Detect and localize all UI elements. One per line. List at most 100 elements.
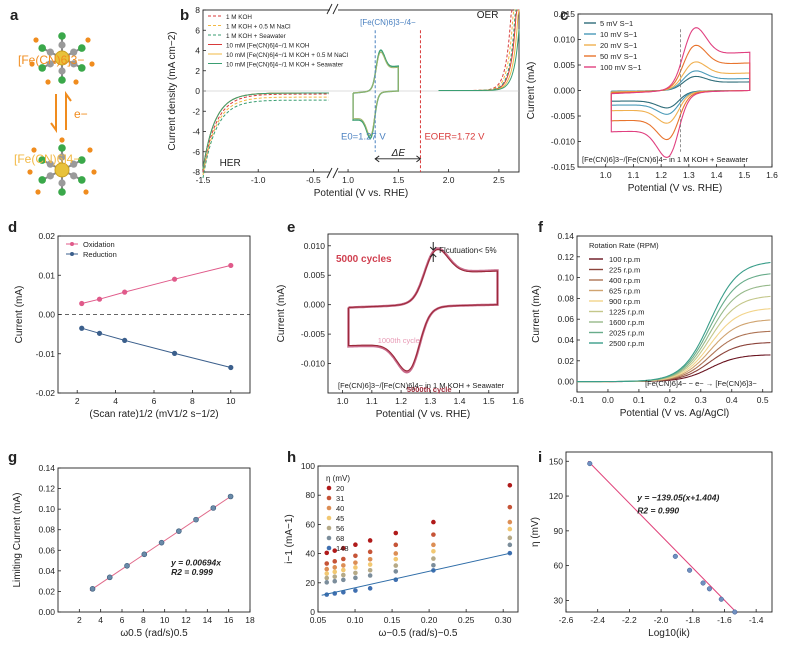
cycles-label: 5000 cycles <box>336 254 392 265</box>
legend-entry: 148 <box>336 544 349 553</box>
panel-e-ytick-label: 0.000 <box>304 300 326 310</box>
fe3-label: [Fe(CN)6]3− <box>18 53 84 67</box>
panel-g-ytick-label: 0.08 <box>38 525 55 535</box>
data-point <box>332 559 338 564</box>
panel-b-xtick-label: 2.0 <box>443 175 455 185</box>
panel-d-xlabel: (Scan rate)1/2 (mV1/2 s−1/2) <box>89 409 218 420</box>
panel-i-xtick-label: -2.2 <box>622 615 637 625</box>
data-point <box>367 549 373 555</box>
data-point <box>393 551 399 556</box>
panel-i-frame <box>565 451 773 613</box>
panel-h-ytick-label: 60 <box>306 519 316 529</box>
panel-g-xlabel: ω0.5 (rad/s)0.5 <box>120 628 188 639</box>
nitrogen-atom <box>78 176 86 184</box>
panel-e-xlabel: Potential (V vs. RHE) <box>376 409 470 420</box>
panel-b-xtick-label: -1.0 <box>251 175 266 185</box>
rde-curve <box>577 295 771 383</box>
data-point <box>324 566 330 572</box>
panel-d-ylabel: Current (mA) <box>14 286 25 344</box>
data-point <box>700 580 706 586</box>
data-point <box>141 551 148 558</box>
data-point <box>96 296 103 302</box>
panel-g-ylabel: Limiting Current (mA) <box>12 492 23 587</box>
data-point <box>353 565 358 570</box>
carbon-atom <box>46 60 54 68</box>
carbon-atom <box>70 60 78 68</box>
panel-e-xtick-label: 1.1 <box>366 396 378 406</box>
data-point <box>124 563 130 569</box>
panel-f-xtick-label: 0.4 <box>726 395 738 405</box>
data-point <box>367 586 373 591</box>
panel-d-xtick-label: 4 <box>113 396 118 406</box>
panel-i-xtick-label: -2.6 <box>559 615 574 625</box>
panel-c-xtick-label: 1.4 <box>711 170 723 180</box>
panel-c-ytick-label: 0.010 <box>554 35 576 45</box>
fit-equation: y = 0.00694x <box>170 558 222 568</box>
legend-entry: 10 mV S−1 <box>600 30 637 39</box>
iron-atom <box>54 50 70 66</box>
data-point <box>431 562 436 568</box>
panel-letter-a: a <box>10 7 19 24</box>
panel-d-xtick-label: 10 <box>226 396 236 406</box>
her-curve-fe <box>202 92 329 170</box>
panel-i-ytick-label: 60 <box>554 561 564 571</box>
panel-g-ytick-label: 0.10 <box>38 504 55 514</box>
legend-marker <box>70 252 74 256</box>
fit-line <box>81 264 231 304</box>
cycle-5000-label: 5000th cycle <box>407 385 452 394</box>
legend-entry: 1 M KOH <box>226 14 252 21</box>
panel-g-xtick-label: 8 <box>141 615 146 625</box>
nitrogen-atom <box>78 156 86 164</box>
panel-h-ytick-label: 40 <box>306 549 316 559</box>
panel-c-xlabel: Potential (V vs. RHE) <box>628 183 722 194</box>
data-point <box>367 567 373 573</box>
data-point <box>353 570 358 576</box>
delta-e-arrowhead <box>374 155 380 163</box>
panel-letter-b: b <box>180 7 189 24</box>
panel-f-xtick-label: -0.1 <box>570 395 585 405</box>
panel-f-xtick-label: 0.1 <box>633 395 645 405</box>
data-point <box>507 526 513 532</box>
cycle-1000-label: 1000th cycle <box>378 336 420 345</box>
data-point <box>210 505 217 511</box>
legend-marker <box>326 545 332 551</box>
carbon-atom <box>58 41 66 49</box>
panel-g-ytick-label: 0.02 <box>38 586 55 596</box>
panel-b-ytick-label: -2 <box>192 106 200 116</box>
legend-entry: 1600 r.p.m <box>609 318 644 327</box>
data-point <box>332 569 338 575</box>
carbon-atom <box>58 153 66 161</box>
panel-i-ylabel: η (mV) <box>530 517 541 547</box>
nitrogen-atom <box>58 188 66 196</box>
panel-e-xtick-label: 1.0 <box>337 396 349 406</box>
fe3-complex <box>29 32 95 85</box>
fe4-label: [Fe(CN)6]4− <box>14 152 80 166</box>
panel-c-ylabel: Current (mA) <box>526 62 537 120</box>
panel-h-xlabel: ω−0.5 (rad/s)−0.5 <box>379 628 458 639</box>
panel-f-ylabel: Current (mA) <box>531 285 542 343</box>
potassium-ion <box>31 147 37 153</box>
panel-h-xtick-label: 0.10 <box>347 615 364 625</box>
nitrogen-atom <box>78 44 86 52</box>
data-point <box>431 532 436 537</box>
panel-c-xtick-label: 1.3 <box>683 170 695 180</box>
panel-f-ytick-label: 0.14 <box>557 231 574 241</box>
data-point <box>341 572 346 578</box>
data-point <box>431 519 436 525</box>
data-point <box>122 289 128 295</box>
potassium-ion <box>45 79 51 85</box>
panel-h-xtick-label: 0.25 <box>458 615 475 625</box>
rde-curve <box>577 261 771 383</box>
panel-h-xtick-label: 0.20 <box>421 615 438 625</box>
data-point <box>158 539 165 546</box>
data-point <box>227 493 234 500</box>
legend-entry: 400 r.p.m <box>609 276 640 285</box>
panel-c-ytick-label: -0.015 <box>551 162 575 172</box>
data-point <box>732 609 738 615</box>
legend-entry: 2500 r.p.m <box>609 339 644 348</box>
panel-g-ytick-label: 0.06 <box>38 545 55 555</box>
data-point <box>507 504 513 510</box>
panel-h-xtick-label: 0.05 <box>310 615 327 625</box>
panel-f-ytick-label: 0.04 <box>557 335 574 345</box>
data-point <box>79 300 85 307</box>
